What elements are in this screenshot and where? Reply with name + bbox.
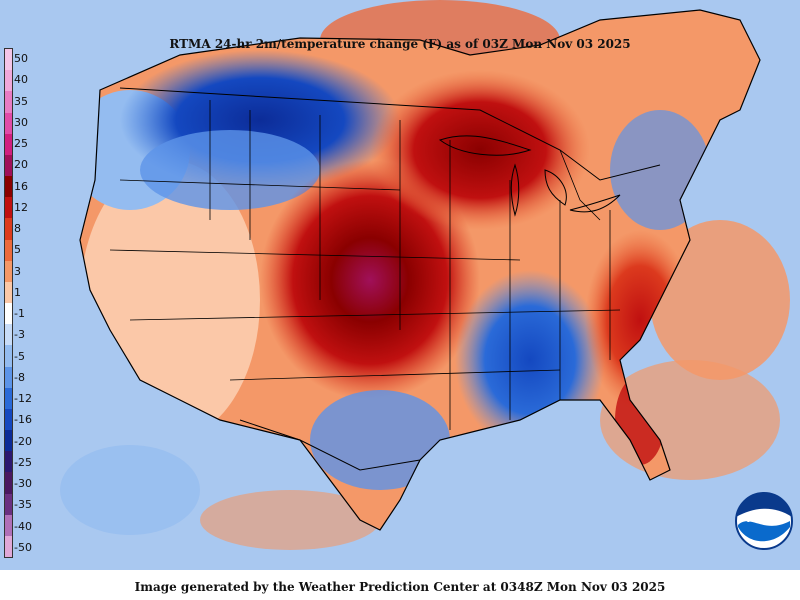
legend-label: 35: [14, 94, 28, 108]
great-lakes: [438, 135, 621, 217]
legend-label: 30: [14, 115, 28, 129]
legend-swatch: [5, 493, 12, 515]
legend-swatch: [5, 324, 12, 346]
legend-label: 20: [14, 158, 28, 172]
color-legend: [4, 48, 13, 558]
legend-label: 5: [14, 243, 21, 257]
legend-swatch: [5, 197, 12, 219]
legend-swatch: [5, 112, 12, 134]
legend-swatch: [5, 387, 12, 409]
legend-swatch: [5, 408, 12, 431]
legend-label: -3: [14, 328, 25, 342]
legend-label: -16: [14, 413, 32, 427]
map-title: RTMA 24-hr 2m/temperature change (F) as …: [169, 37, 631, 51]
legend-label: -25: [14, 455, 32, 469]
legend-label: -5: [14, 349, 25, 363]
legend-label: 40: [14, 73, 28, 87]
footer-band: [0, 570, 800, 600]
legend-label: -50: [14, 540, 32, 554]
legend-label: -12: [14, 392, 32, 406]
legend-label: 1: [14, 285, 21, 299]
offshore-warm-band: [650, 220, 790, 380]
legend-label: -40: [14, 519, 32, 533]
legend-swatch: [5, 70, 12, 92]
legend-swatch: [5, 303, 12, 325]
state-borders: [109, 100, 621, 430]
legend-label: -8: [14, 370, 25, 384]
mexico-warm-band: [200, 490, 380, 550]
noaa-logo-text: NOAA: [746, 512, 782, 525]
legend-label: 25: [14, 137, 28, 151]
legend-label: -1: [14, 307, 25, 321]
noaa-logo: NOAA: [735, 492, 793, 550]
legend-labels: 50 40 35 30 25 20 16 12 8 5 3 1 -1 -3 -5 -8 -12 -16 -20 -25…: [14, 48, 40, 558]
legend-swatch: [5, 91, 12, 113]
footer-credit: Image generated by the Weather Predictio…: [134, 580, 666, 594]
legend-swatch: [5, 133, 12, 155]
legend-swatch: [5, 472, 12, 494]
legend-label: 16: [14, 179, 28, 193]
legend-swatch: [5, 451, 12, 473]
legend-label: -35: [14, 498, 32, 512]
legend-label: 8: [14, 222, 21, 236]
legend-swatch: [5, 218, 12, 240]
legend-swatch: [5, 154, 12, 177]
legend-label: -20: [14, 434, 32, 448]
us-mexico-border: [239, 419, 421, 471]
legend-swatch: [5, 514, 12, 536]
legend-swatch: [5, 430, 12, 452]
coastline: [79, 9, 761, 531]
legend-swatch: [5, 535, 12, 558]
legend-label: 3: [14, 264, 21, 278]
legend-swatch: [5, 281, 12, 304]
legend-label: -30: [14, 477, 32, 491]
legend-swatch: [5, 345, 12, 367]
legend-label: 12: [14, 200, 28, 214]
legend-swatch: [5, 239, 12, 261]
pacific-cool-band: [60, 445, 200, 535]
legend-swatch: [5, 366, 12, 388]
legend-swatch: [5, 260, 12, 282]
legend-swatch: [5, 49, 12, 71]
legend-swatch: [5, 176, 12, 198]
legend-label: 50: [14, 52, 28, 66]
